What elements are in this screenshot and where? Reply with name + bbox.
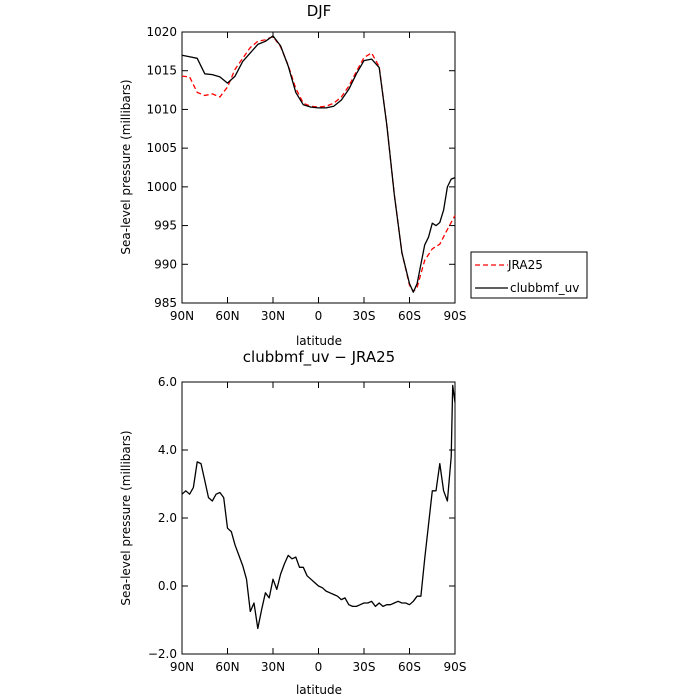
bottom-plot-frame — [181, 381, 456, 655]
top-x-axis-label: latitude — [296, 334, 342, 348]
top-x-ticks: 90N 60N 30N 0 30S 60S 90S — [170, 32, 467, 323]
series-line-clubbmf-uv — [181, 35, 456, 293]
y-tick-label: 1000 — [146, 180, 177, 194]
legend-box — [470, 251, 588, 299]
x-tick-label: 30S — [353, 309, 376, 323]
y-tick-label: 0.0 — [158, 579, 177, 593]
y-tick-label: 990 — [154, 257, 177, 271]
series-line-jra25 — [181, 35, 456, 293]
bottom-y-axis-label: Sea-level pressure (millibars) — [119, 430, 133, 605]
y-tick-label: 995 — [154, 219, 177, 233]
top-panel: DJF 985 990 995 1000 1005 1010 1015 1020 90N 60N… — [119, 2, 588, 348]
y-tick-label: 1015 — [146, 64, 177, 78]
x-tick-label: 30S — [353, 660, 376, 674]
x-tick-label: 0 — [315, 660, 323, 674]
x-tick-label: 60N — [215, 660, 239, 674]
y-tick-label: 985 — [154, 296, 177, 310]
x-tick-label: 0 — [315, 309, 323, 323]
y-tick-label: 1010 — [146, 102, 177, 116]
bottom-x-axis-label: latitude — [296, 683, 342, 697]
y-tick-label: 6.0 — [158, 375, 177, 389]
y-tick-label: 4.0 — [158, 443, 177, 457]
series-line-difference — [181, 384, 456, 630]
y-tick-label: −2.0 — [148, 647, 177, 661]
top-y-axis-label: Sea-level pressure (millibars) — [119, 79, 133, 254]
bottom-panel: clubbmf_uv − JRA25 −2.0 0.0 2.0 4.0 6.0 90N 6… — [119, 348, 466, 697]
legend-label-clubbmf: clubbmf_uv — [510, 281, 579, 295]
x-tick-label: 60S — [398, 660, 421, 674]
x-tick-label: 60S — [398, 309, 421, 323]
x-tick-label: 30N — [261, 309, 285, 323]
y-tick-label: 1020 — [146, 25, 177, 39]
top-series-lines — [181, 35, 456, 293]
x-tick-label: 90N — [170, 660, 194, 674]
bottom-y-ticks: −2.0 0.0 2.0 4.0 6.0 — [148, 375, 455, 661]
legend-label-jra25: JRA25 — [507, 258, 543, 272]
x-tick-label: 90S — [444, 660, 467, 674]
y-tick-label: 1005 — [146, 141, 177, 155]
top-plot-frame — [181, 31, 456, 304]
x-tick-label: 30N — [261, 660, 285, 674]
x-tick-label: 90N — [170, 309, 194, 323]
legend: JRA25 clubbmf_uv — [470, 251, 588, 299]
x-tick-label: 90S — [444, 309, 467, 323]
y-tick-label: 2.0 — [158, 511, 177, 525]
x-tick-label: 60N — [215, 309, 239, 323]
bottom-chart-title: clubbmf_uv − JRA25 — [243, 348, 395, 367]
top-chart-title: DJF — [307, 2, 332, 20]
bottom-series-lines — [181, 384, 456, 630]
bottom-x-ticks: 90N 60N 30N 0 30S 60S 90S — [170, 382, 467, 674]
top-y-ticks: 985 990 995 1000 1005 1010 1015 1020 — [146, 25, 455, 310]
